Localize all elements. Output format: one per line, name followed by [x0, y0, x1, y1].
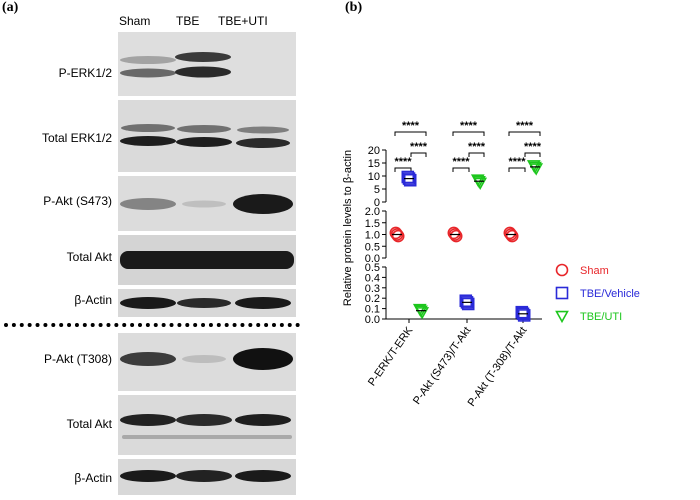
y-tick-label: 20: [368, 145, 380, 157]
significance-bracket: [508, 167, 526, 172]
data-point: [555, 263, 569, 277]
chart-axes: 0.00.10.20.30.40.50.00.51.01.52.00510152…: [365, 145, 542, 409]
data-point: [517, 309, 531, 322]
significance-stars: ****: [516, 120, 534, 132]
blot-label-total-akt-2: Total Akt: [66, 417, 112, 431]
significance-bracket: [508, 131, 541, 136]
data-point: [403, 173, 417, 187]
y-tick-label: 0.0: [365, 314, 380, 326]
data-point: [461, 297, 475, 311]
blot-label-p-akt-s473: P-Akt (S473): [43, 194, 112, 208]
significance-stars: ****: [394, 156, 412, 168]
significance-stars: ****: [508, 156, 526, 168]
data-point: [415, 307, 430, 320]
data-point: [555, 286, 569, 300]
data-point: [555, 310, 569, 324]
blot-label-beta-actin-1: β-Actin: [74, 293, 112, 307]
significance-bracket: [452, 167, 470, 172]
x-category-label: P-ERK/T-ERK: [366, 324, 416, 388]
data-point: [391, 229, 405, 243]
y-tick-label: 0.5: [365, 262, 380, 274]
data-point: [449, 229, 463, 243]
y-tick-label: 10: [368, 171, 380, 183]
blot-label-beta-actin-2: β-Actin: [74, 471, 112, 485]
y-tick-label: 0.5: [365, 241, 380, 253]
data-point: [401, 170, 415, 184]
y-tick-label: 0.0: [365, 253, 380, 265]
data-point: [389, 226, 403, 240]
data-point: [390, 228, 404, 241]
legend-entry-label: TBE/Vehicle: [580, 288, 640, 300]
blot-total-akt-2: [118, 395, 296, 455]
significance-bracket: [452, 131, 485, 136]
legend-entry-label: TBE/UTI: [580, 311, 622, 323]
y-tick-label: 15: [368, 158, 380, 170]
blot-label-total-erk: Total ERK1/2: [41, 131, 112, 145]
blot-label-p-erk: P-ERK1/2: [58, 66, 112, 80]
y-tick-label: 0.4: [365, 272, 380, 284]
significance-bracket: [468, 152, 485, 157]
significance-stars: ****: [524, 141, 542, 153]
x-category-label: P-Akt (T-308)/T-Akt: [466, 325, 530, 409]
data-point: [447, 226, 461, 240]
data-point: [473, 177, 488, 190]
relative-protein-chart: Relative protein levels to β-actin 0.00.…: [342, 120, 640, 409]
y-tick-label: 2.0: [365, 206, 380, 218]
chart-y-axis-label: Relative protein levels to β-actin: [342, 150, 354, 306]
significance-bracket: [394, 167, 412, 172]
y-tick-label: 0.2: [365, 293, 380, 305]
blot-p-akt-s473: [118, 176, 296, 231]
legend-entry-label: Sham: [580, 265, 609, 277]
significance-stars: ****: [452, 156, 470, 168]
lane-label-sham: Sham: [119, 14, 151, 28]
significance-stars: ****: [402, 120, 420, 132]
x-category-label: P-Akt (S473)/T-Akt: [411, 325, 473, 407]
y-tick-label: 0.3: [365, 283, 380, 295]
blot-label-total-akt-1: Total Akt: [66, 250, 112, 264]
significance-stars: ****: [460, 120, 478, 132]
chart-legend: Sham TBE/Vehicle TBE/UTI: [555, 263, 640, 324]
lane-label-tbe-uti: TBE+UTI: [218, 14, 268, 28]
y-tick-label: 0: [374, 197, 380, 209]
data-points: [389, 160, 544, 322]
panel-a-letter: (a): [2, 0, 19, 15]
blot-p-akt-t308: [118, 333, 296, 391]
data-point: [516, 307, 530, 321]
y-tick-label: 0.1: [365, 304, 380, 316]
data-point: [460, 296, 474, 309]
blot-label-p-akt-t308: P-Akt (T308): [43, 352, 112, 366]
significance-brackets: **** **** **** **** **** **** **** **** ****: [394, 120, 542, 172]
significance-bracket: [524, 152, 541, 157]
data-point: [504, 228, 518, 241]
panel-b-letter: (b): [345, 0, 363, 15]
data-point: [448, 228, 462, 241]
blot-total-erk: [118, 100, 296, 172]
significance-stars: ****: [410, 141, 428, 153]
section-divider: [4, 323, 300, 327]
blot-beta-actin-1: [118, 289, 296, 317]
data-point: [503, 226, 517, 240]
significance-bracket: [394, 131, 427, 136]
data-point: [402, 172, 416, 185]
lane-label-tbe: TBE: [176, 14, 200, 28]
data-point: [505, 229, 519, 243]
blot-p-erk: [118, 32, 296, 96]
blot-beta-actin-2: [118, 459, 296, 495]
y-tick-label: 1.0: [365, 230, 380, 242]
y-tick-label: 1.5: [365, 218, 380, 230]
blot-total-akt-1: [118, 235, 296, 285]
significance-stars: ****: [468, 141, 486, 153]
significance-bracket: [410, 152, 427, 157]
data-point: [459, 294, 473, 308]
data-point: [515, 305, 529, 319]
y-tick-label: 5: [374, 184, 380, 196]
data-point: [529, 163, 544, 176]
